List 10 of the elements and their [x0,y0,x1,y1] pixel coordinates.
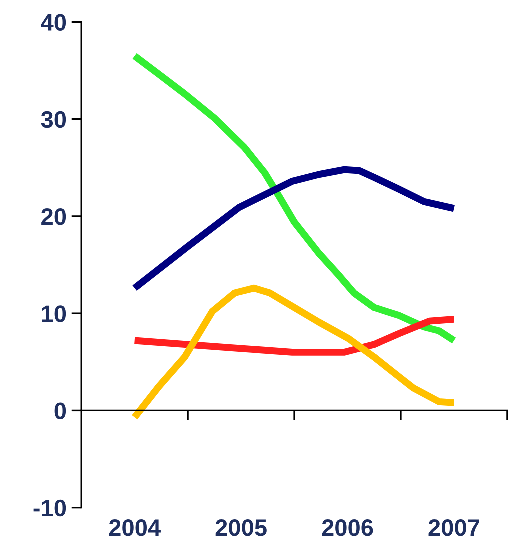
y-tick-label: -10 [34,500,66,517]
x-tick-label: 2006 [322,520,374,536]
y-tick-label: 10 [42,306,66,322]
y-tick-label: 0 [54,402,66,420]
x-tick-label: 2005 [216,520,267,536]
x-tick-label: 2007 [428,520,480,536]
y-tick-label: 30 [41,111,66,128]
y-tick-label: 40 [41,14,66,31]
y-tick-label: 20 [42,208,66,226]
x-tick-label: 2004 [109,520,161,536]
